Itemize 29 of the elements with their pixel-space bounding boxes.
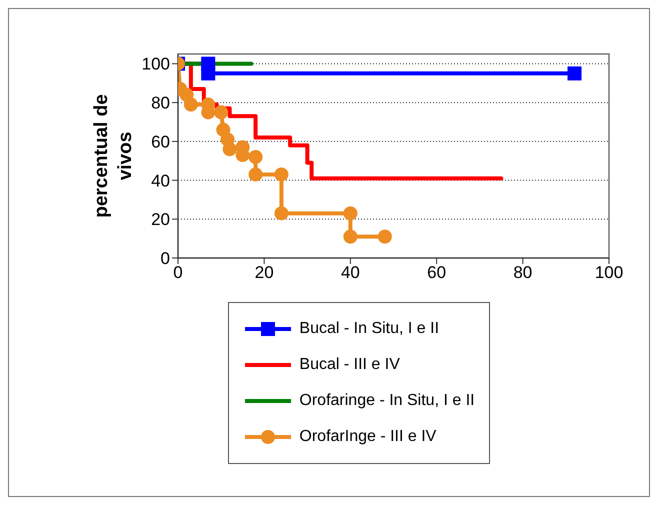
y-tick-label: 20 <box>151 210 170 230</box>
point <box>274 206 288 220</box>
point <box>274 167 288 182</box>
point <box>378 230 392 244</box>
point <box>222 142 237 156</box>
y-tick-label: 40 <box>151 171 170 190</box>
legend-label: OrofarInge - III e IV <box>299 428 436 446</box>
point <box>184 98 198 112</box>
x-tick-label: 60 <box>427 263 446 282</box>
legend-label: Orofaringe - In Situ, I e II <box>299 392 475 410</box>
y-tick-label: 80 <box>151 94 170 113</box>
x-tick-label: 0 <box>173 263 183 282</box>
point <box>248 150 263 164</box>
x-tick-label: 80 <box>513 263 532 282</box>
legend-label: Bucal - III e IV <box>299 356 400 374</box>
y-tick-label: 60 <box>151 132 170 152</box>
x-tick-label: 40 <box>340 263 360 282</box>
y-axis-title: percentual de vivos <box>91 94 136 218</box>
point <box>248 167 263 182</box>
point <box>343 206 358 220</box>
point <box>201 66 216 80</box>
point <box>343 230 358 244</box>
x-tick-label: 100 <box>594 263 624 282</box>
legend-label: Bucal - In Situ, I e II <box>299 320 440 338</box>
point <box>214 105 228 120</box>
point <box>568 66 582 80</box>
y-tick-label: 100 <box>142 54 170 74</box>
x-tick-label: 20 <box>254 263 274 282</box>
y-tick-label: 0 <box>160 249 170 268</box>
